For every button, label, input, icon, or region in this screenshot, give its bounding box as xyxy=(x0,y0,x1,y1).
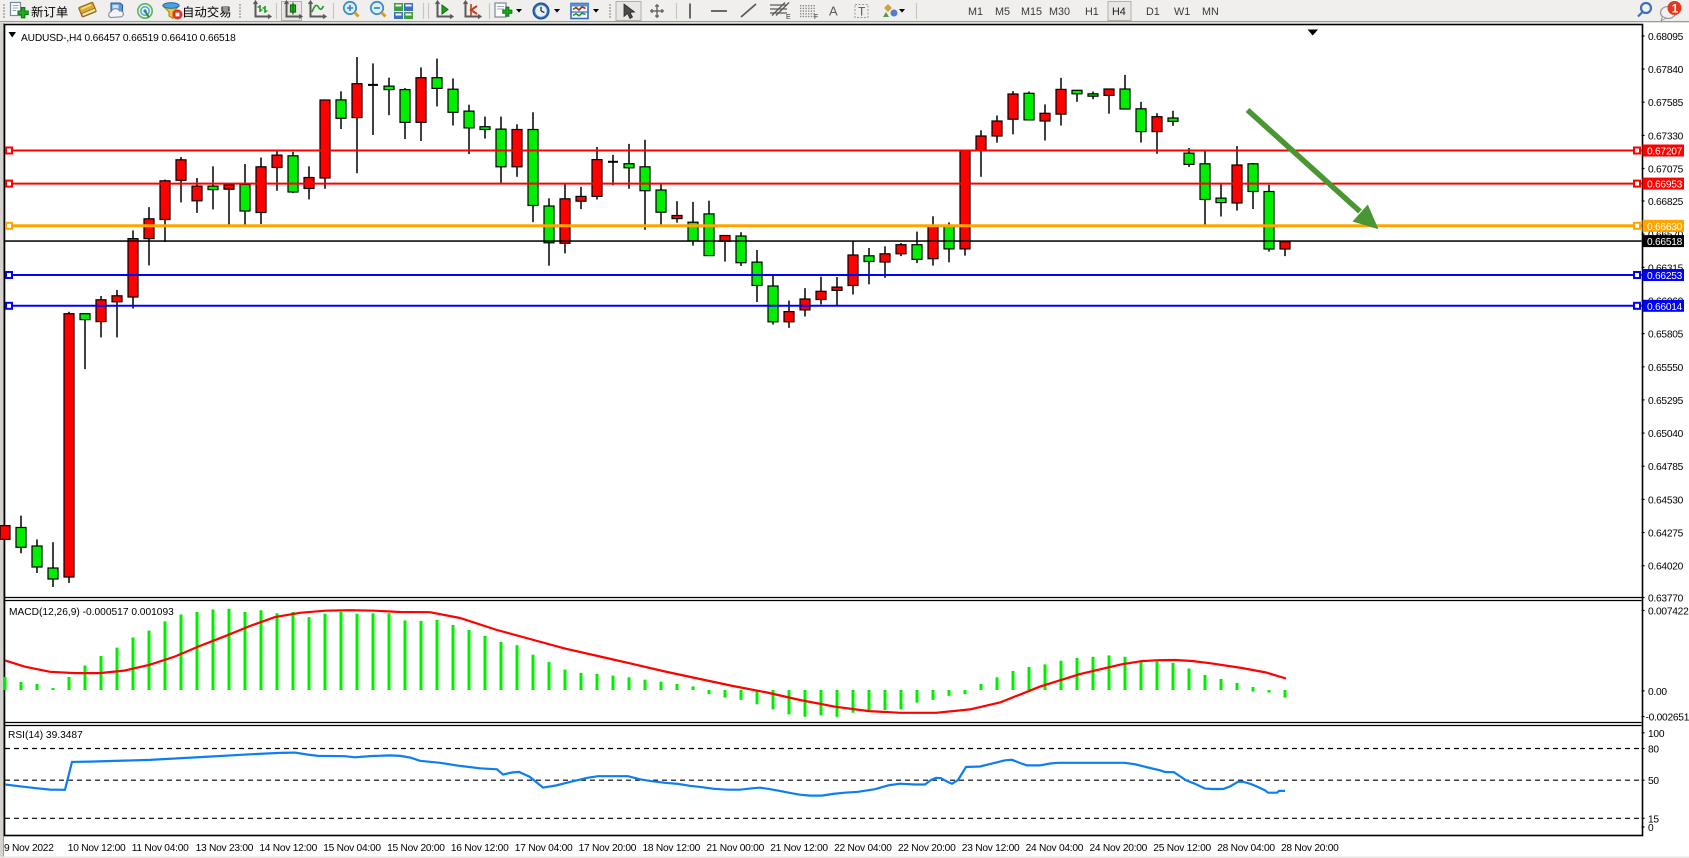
svg-text:0.65040: 0.65040 xyxy=(1648,429,1684,440)
svg-text:0.66825: 0.66825 xyxy=(1648,197,1684,208)
svg-text:28 Nov 04:00: 28 Nov 04:00 xyxy=(1217,843,1275,854)
svg-text:15: 15 xyxy=(1648,814,1659,825)
svg-text:13 Nov 23:00: 13 Nov 23:00 xyxy=(196,843,254,854)
svg-text:0.67207: 0.67207 xyxy=(1647,147,1683,158)
svg-text:16 Nov 12:00: 16 Nov 12:00 xyxy=(451,843,509,854)
svg-text:E: E xyxy=(786,14,791,21)
svg-text:100: 100 xyxy=(1648,729,1665,740)
svg-text:0.67075: 0.67075 xyxy=(1648,165,1684,176)
svg-text:0.66014: 0.66014 xyxy=(1647,302,1683,313)
svg-text:0.64530: 0.64530 xyxy=(1648,495,1684,506)
svg-text:0.64020: 0.64020 xyxy=(1648,562,1684,573)
svg-text:9 Nov 2022: 9 Nov 2022 xyxy=(4,843,54,854)
svg-text:15 Nov 04:00: 15 Nov 04:00 xyxy=(323,843,381,854)
svg-text:0.66315: 0.66315 xyxy=(1648,263,1684,274)
svg-text:MN: MN xyxy=(1202,6,1219,18)
svg-text:-0.002651: -0.002651 xyxy=(1646,713,1689,724)
svg-text:24 Nov 04:00: 24 Nov 04:00 xyxy=(1026,843,1084,854)
svg-text:RSI(14) 39.3487: RSI(14) 39.3487 xyxy=(8,730,83,741)
svg-text:0.66630: 0.66630 xyxy=(1647,222,1683,233)
svg-text:0.007422: 0.007422 xyxy=(1648,607,1689,618)
svg-text:24 Nov 20:00: 24 Nov 20:00 xyxy=(1090,843,1148,854)
svg-text:15 Nov 20:00: 15 Nov 20:00 xyxy=(387,843,445,854)
svg-text:M5: M5 xyxy=(995,6,1010,18)
svg-text:28 Nov 20:00: 28 Nov 20:00 xyxy=(1281,843,1339,854)
svg-text:0.00: 0.00 xyxy=(1648,687,1667,698)
svg-text:11 Nov 04:00: 11 Nov 04:00 xyxy=(132,843,189,854)
svg-text:H1: H1 xyxy=(1085,6,1099,18)
svg-text:0.67330: 0.67330 xyxy=(1648,131,1684,142)
svg-text:0.67585: 0.67585 xyxy=(1648,98,1684,109)
svg-text:0.65550: 0.65550 xyxy=(1648,363,1684,374)
svg-text:M30: M30 xyxy=(1049,6,1070,18)
svg-text:50: 50 xyxy=(1648,776,1659,787)
svg-text:0.66518: 0.66518 xyxy=(1647,237,1683,248)
svg-text:0: 0 xyxy=(1648,823,1654,834)
svg-text:0.68095: 0.68095 xyxy=(1648,32,1684,43)
svg-text:18 Nov 12:00: 18 Nov 12:00 xyxy=(643,843,701,854)
svg-text:MACD(12,26,9) -0.000517 0.0010: MACD(12,26,9) -0.000517 0.001093 xyxy=(9,607,174,618)
svg-text:0.65805: 0.65805 xyxy=(1648,330,1684,341)
svg-text:10 Nov 12:00: 10 Nov 12:00 xyxy=(68,843,126,854)
svg-text:21 Nov 12:00: 21 Nov 12:00 xyxy=(770,843,828,854)
svg-text:AUDUSD-,H4 0.66457 0.66519 0.: AUDUSD-,H4 0.66457 0.66519 0.66410 0.665… xyxy=(21,33,236,44)
svg-text:0.66253: 0.66253 xyxy=(1647,271,1683,282)
svg-text:A: A xyxy=(829,4,838,19)
svg-text:T: T xyxy=(858,5,866,19)
svg-text:21 Nov 00:00: 21 Nov 00:00 xyxy=(706,843,764,854)
svg-text:0.65295: 0.65295 xyxy=(1648,396,1684,407)
svg-text:0.67840: 0.67840 xyxy=(1648,65,1684,76)
svg-text:22 Nov 04:00: 22 Nov 04:00 xyxy=(834,843,892,854)
svg-text:17 Nov 04:00: 17 Nov 04:00 xyxy=(515,843,573,854)
svg-text:23 Nov 12:00: 23 Nov 12:00 xyxy=(962,843,1020,854)
svg-text:0.64275: 0.64275 xyxy=(1648,529,1684,540)
svg-text:F: F xyxy=(814,14,818,21)
svg-text:M15: M15 xyxy=(1021,6,1042,18)
svg-text:17 Nov 20:00: 17 Nov 20:00 xyxy=(579,843,637,854)
svg-text:0.63770: 0.63770 xyxy=(1648,594,1684,605)
svg-text:0.64785: 0.64785 xyxy=(1648,462,1684,473)
svg-text:22 Nov 20:00: 22 Nov 20:00 xyxy=(898,843,956,854)
svg-text:80: 80 xyxy=(1648,745,1659,756)
svg-text:H4: H4 xyxy=(1112,6,1126,18)
svg-text:D1: D1 xyxy=(1146,6,1160,18)
svg-text:W1: W1 xyxy=(1174,6,1190,18)
svg-text:14 Nov 12:00: 14 Nov 12:00 xyxy=(259,843,317,854)
svg-text:1: 1 xyxy=(1672,4,1679,16)
svg-text:M1: M1 xyxy=(968,6,983,18)
svg-text:25 Nov 12:00: 25 Nov 12:00 xyxy=(1153,843,1211,854)
svg-text:0.66953: 0.66953 xyxy=(1647,180,1683,191)
